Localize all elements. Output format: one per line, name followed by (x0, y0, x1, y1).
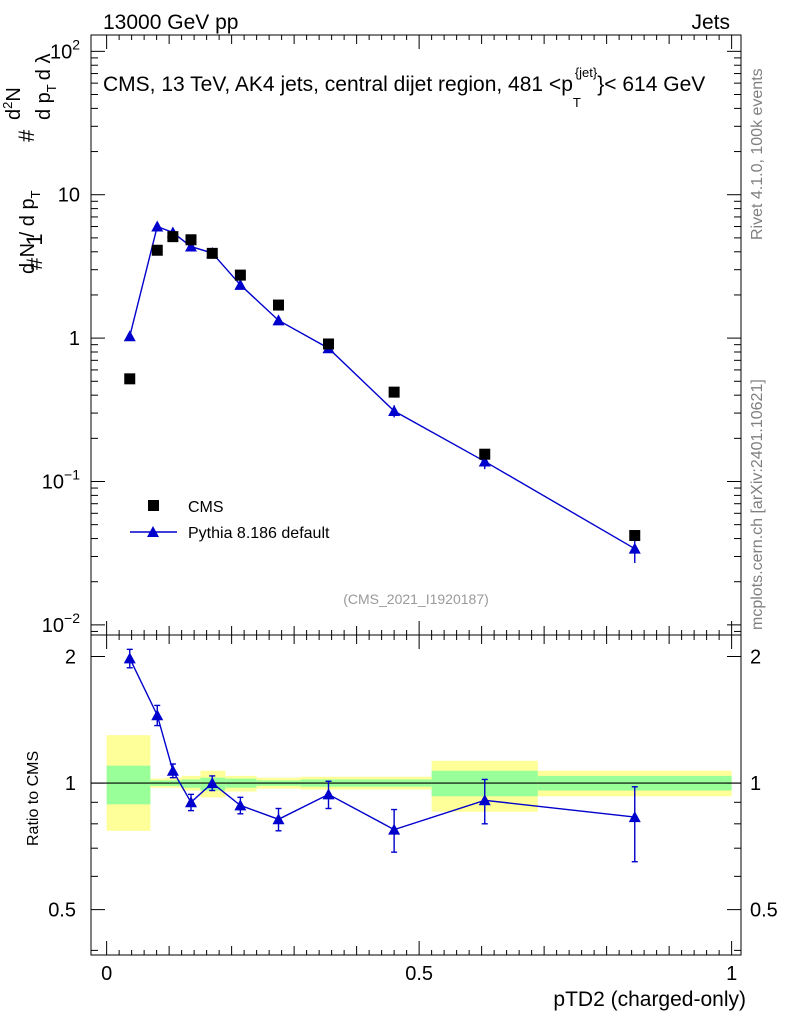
ylabel-num: d2N (0, 87, 25, 120)
main-ytick-label: 1 (69, 328, 80, 350)
cms-point (388, 386, 400, 398)
pythia-point (185, 240, 197, 252)
title-tail: }< 614 GeV (597, 73, 705, 96)
main-data (123, 220, 641, 564)
ratio-point (322, 788, 335, 800)
main-ytick-label: 102 (50, 36, 80, 63)
ratio-point (185, 796, 197, 808)
ylabel-den: d pTd λ (33, 54, 59, 120)
cms-point (323, 338, 334, 350)
cms-point (234, 269, 246, 281)
ratio-data (123, 648, 641, 863)
main-title: CMS, 13 TeV, AK4 jets, central dijet reg… (103, 65, 705, 110)
main-ytick-label: 10−2 (42, 610, 80, 637)
main-ytick-label: 10 (58, 185, 80, 207)
cms-point (273, 299, 284, 311)
ratio-plot-frame (90, 634, 742, 956)
cms-point (124, 373, 136, 385)
title-sup: {jet} (575, 65, 598, 80)
cms-point (151, 244, 163, 256)
ratio-ytick-label-right: 1 (750, 773, 761, 795)
ratio-axes: 2 2 1 1 0.5 0.5 0 0.5 1 (48, 635, 778, 985)
ylabel-dn-dpt: d N / d pT (17, 190, 43, 274)
ylabel-one: 1 (22, 233, 47, 245)
cms-point (479, 448, 491, 460)
xtick-label: 1 (726, 963, 737, 985)
ratio-band-inner (106, 765, 151, 805)
ratio-ytick-label-left: 1 (65, 773, 76, 795)
analysis-watermark: (CMS_2021_I1920187) (343, 591, 489, 607)
ratio-series-line (129, 658, 635, 831)
pythia-point (123, 330, 136, 342)
ratio-y-label: Ratio to CMS (25, 751, 42, 846)
pythia-point (151, 220, 164, 232)
header-right: Jets (691, 11, 730, 34)
ratio-point (206, 777, 219, 789)
cms-point (206, 247, 218, 259)
pythia-point (272, 314, 285, 326)
rivet-label: Rivet 4.1.0, 100k events (749, 68, 766, 240)
legend-label-pythia: Pythia 8.186 default (188, 525, 330, 542)
ylabel-hash-1: # (22, 257, 47, 270)
x-axis-label: pTD2 (charged-only) (553, 988, 746, 1011)
legend-label-cms: CMS (188, 499, 224, 516)
ratio-point (628, 811, 641, 823)
legend-marker-cms (148, 500, 159, 511)
ratio-ytick-label-left: 0.5 (48, 900, 76, 922)
legend: CMS Pythia 8.186 default (130, 499, 330, 542)
ratio-point (272, 813, 285, 825)
pythia-point (388, 405, 401, 417)
ratio-point (166, 764, 179, 776)
mcplots-label: mcplots.cern.ch [arXiv:2401.10621] (749, 379, 766, 630)
main-ytick-label: 10−1 (42, 466, 80, 493)
pythia-point (234, 278, 247, 290)
ratio-ytick-label-right: 0.5 (750, 900, 778, 922)
ratio-point (478, 794, 491, 806)
ratio-ytick-label-left: 2 (65, 647, 76, 669)
xtick-label: 0 (101, 963, 112, 985)
ratio-ytick-label-right: 2 (750, 647, 761, 669)
svg-text:# 1: # 1 (22, 233, 47, 270)
cms-point (629, 530, 641, 542)
header-left: 13000 GeV pp (103, 11, 238, 34)
cms-point (167, 231, 179, 243)
cms-point (185, 234, 197, 246)
ratio-point (388, 823, 401, 835)
ratio-point (123, 652, 136, 664)
xtick-label: 0.5 (405, 963, 433, 985)
ratio-point (151, 709, 164, 721)
pythia-point (478, 455, 491, 467)
legend-marker-pythia (147, 526, 159, 537)
main-axes: 102 10 1 10−1 10−2 (42, 35, 741, 637)
main-y-label: # 1 d N / d pT # d2N d pTd λ (0, 54, 59, 274)
title-main-text: CMS, 13 TeV, AK4 jets, central dijet reg… (103, 73, 573, 96)
pythia-point (628, 542, 641, 554)
main-plot-frame (90, 34, 742, 636)
ylabel-hash-2: # (14, 129, 39, 142)
ratio-point (234, 799, 247, 811)
title-sub: T (573, 95, 581, 110)
